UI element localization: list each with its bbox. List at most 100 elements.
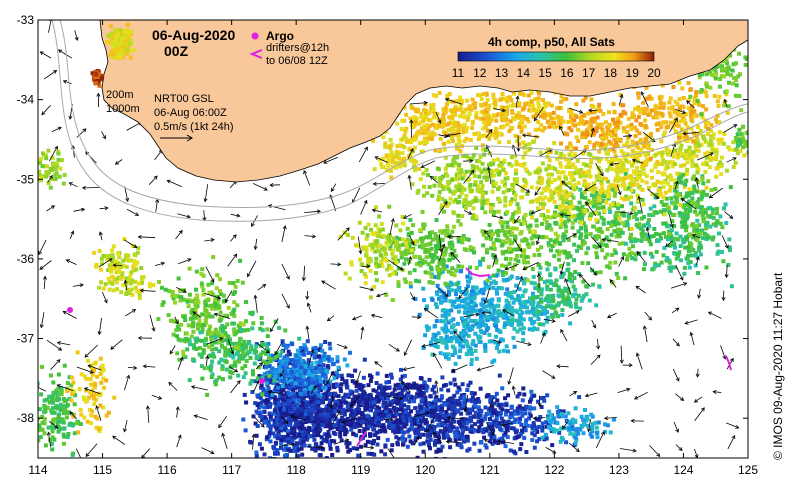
sst-pixel — [722, 206, 726, 211]
sst-pixel — [191, 329, 196, 334]
sst-pixel — [476, 412, 481, 417]
sst-pixel — [207, 354, 212, 359]
sst-pixel — [440, 196, 445, 201]
sst-pixel — [291, 397, 296, 402]
sst-pixel — [484, 328, 489, 333]
sst-pixel — [257, 374, 262, 379]
sst-pixel — [226, 334, 231, 339]
sst-pixel — [363, 416, 368, 421]
sst-pixel — [217, 333, 222, 338]
sst-pixel — [429, 246, 434, 251]
sst-pixel — [420, 258, 425, 263]
sst-pixel — [456, 385, 461, 390]
sst-pixel — [701, 236, 706, 241]
sst-pixel — [306, 411, 311, 416]
sst-pixel — [452, 248, 457, 253]
sst-pixel — [422, 193, 426, 198]
sst-pixel — [536, 286, 540, 291]
sst-pixel — [466, 237, 471, 242]
sst-pixel — [570, 417, 575, 422]
sst-pixel — [591, 189, 596, 194]
sst-pixel — [595, 255, 599, 260]
sst-pixel — [323, 340, 328, 344]
sst-pixel — [500, 407, 505, 412]
sst-pixel — [178, 338, 183, 343]
sst-pixel — [293, 414, 298, 419]
sst-pixel — [623, 171, 628, 176]
sst-pixel — [486, 411, 491, 416]
sst-pixel — [474, 265, 479, 270]
sst-pixel — [579, 220, 584, 225]
sst-pixel — [568, 431, 573, 436]
sst-pixel — [683, 245, 688, 250]
sst-pixel — [427, 403, 432, 408]
sst-pixel — [412, 254, 417, 259]
sst-pixel — [496, 187, 500, 192]
sst-pixel — [424, 167, 429, 172]
sst-pixel — [546, 416, 551, 421]
sst-pixel — [583, 195, 588, 200]
sst-pixel — [459, 434, 464, 438]
sst-pixel — [489, 395, 494, 399]
sst-pixel — [309, 426, 314, 431]
sst-pixel — [210, 303, 215, 308]
sst-pixel — [528, 229, 533, 234]
sst-pixel — [394, 235, 399, 240]
sst-pixel — [268, 376, 272, 381]
sst-pixel — [527, 411, 532, 416]
sst-pixel — [461, 428, 466, 433]
sst-pixel — [543, 195, 548, 200]
sst-pixel — [311, 407, 316, 412]
sst-pixel — [643, 262, 647, 267]
sst-pixel — [666, 223, 671, 228]
sst-pixel — [639, 216, 644, 221]
sst-pixel — [282, 407, 287, 412]
sst-pixel — [302, 443, 307, 448]
sst-pixel — [422, 407, 427, 412]
sst-pixel — [407, 434, 412, 439]
sst-pixel — [184, 331, 189, 336]
sst-pixel — [277, 359, 282, 364]
sst-pixel — [729, 284, 734, 289]
sst-pixel — [494, 288, 499, 292]
sst-pixel — [625, 253, 630, 258]
sst-pixel — [244, 343, 249, 348]
sst-pixel — [296, 359, 301, 364]
sst-pixel — [427, 377, 432, 382]
sst-pixel — [141, 275, 146, 280]
sst-pixel — [309, 434, 314, 439]
sst-pixel — [213, 306, 218, 311]
sst-pixel — [226, 341, 231, 346]
sst-pixel — [579, 192, 584, 197]
sst-pixel — [255, 403, 260, 408]
sst-pixel — [646, 236, 651, 241]
sst-pixel — [537, 271, 542, 276]
sst-pixel — [511, 247, 516, 252]
sst-pixel — [570, 279, 575, 284]
sst-pixel — [444, 432, 449, 437]
sst-pixel — [293, 381, 298, 386]
sst-pixel — [235, 303, 240, 308]
sst-pixel — [476, 419, 481, 424]
sst-pixel — [535, 327, 540, 332]
sst-pixel — [420, 245, 425, 250]
sst-pixel — [570, 154, 575, 159]
sst-pixel — [626, 186, 631, 191]
sst-pixel — [345, 440, 350, 445]
sst-pixel — [323, 369, 328, 374]
sst-pixel — [603, 243, 608, 248]
sst-pixel — [512, 191, 517, 195]
sst-pixel — [515, 162, 520, 167]
sst-pixel — [134, 267, 139, 272]
sst-pixel — [204, 336, 208, 341]
sst-pixel — [378, 416, 383, 421]
sst-pixel — [576, 244, 581, 249]
sst-pixel — [203, 342, 208, 347]
sst-pixel — [534, 218, 539, 223]
sst-pixel — [568, 165, 573, 169]
sst-pixel — [607, 206, 612, 211]
sst-pixel — [332, 413, 337, 418]
sst-pixel — [505, 225, 510, 230]
sst-pixel — [418, 419, 423, 423]
sst-pixel — [523, 406, 528, 411]
